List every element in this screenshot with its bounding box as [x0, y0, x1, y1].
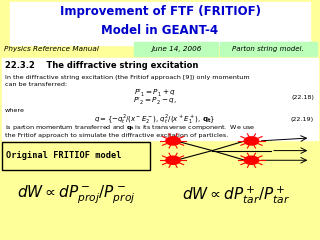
Circle shape: [166, 137, 180, 145]
Text: $P'_2 = P_2 - q,$: $P'_2 = P_2 - q,$: [133, 96, 177, 107]
Text: $dW \propto dP^+_{tar}/P^+_{tar}$: $dW \propto dP^+_{tar}/P^+_{tar}$: [182, 184, 290, 206]
Text: where: where: [5, 108, 25, 113]
Text: $P'_1 = P_1 + q$: $P'_1 = P_1 + q$: [134, 87, 176, 99]
Text: the Fritiof approach to simulate the diffractive excitation of particles.: the Fritiof approach to simulate the dif…: [5, 132, 228, 138]
Text: can be transferred:: can be transferred:: [5, 83, 67, 88]
Text: In the diffractive string excitation (the Fritiof approach [9]) only momentum: In the diffractive string excitation (th…: [5, 74, 250, 79]
Text: 22.3.2    The diffractive string excitation: 22.3.2 The diffractive string excitation: [5, 60, 198, 70]
Text: Improvement of FTF (FRITIOF): Improvement of FTF (FRITIOF): [60, 6, 260, 18]
Circle shape: [244, 137, 259, 145]
Bar: [10, 2, 310, 45]
Text: is parton momentum transferred and $\mathbf{q_t}$ is its transverse component.  : is parton momentum transferred and $\mat…: [5, 122, 255, 132]
Text: Original FRITIOF model: Original FRITIOF model: [6, 151, 122, 161]
Bar: [2, 58, 318, 140]
Text: Model in GEANT-4: Model in GEANT-4: [101, 24, 219, 36]
Bar: [220, 42, 317, 56]
Text: June 14, 2006: June 14, 2006: [151, 46, 201, 52]
Text: Parton string model.: Parton string model.: [232, 46, 304, 52]
Bar: [134, 42, 218, 56]
Text: (22.19): (22.19): [291, 116, 314, 121]
Circle shape: [166, 156, 180, 164]
Text: Physics Reference Manual: Physics Reference Manual: [4, 46, 99, 52]
Text: $q = \{-q^2_t/(x^- E^-_2),\, q^2_t/(x^+ E^+_1),\, \mathbf{q_t}\}$: $q = \{-q^2_t/(x^- E^-_2),\, q^2_t/(x^+ …: [94, 112, 216, 126]
Text: $dW \propto dP^-_{proj}/P^-_{proj}$: $dW \propto dP^-_{proj}/P^-_{proj}$: [17, 184, 135, 206]
Bar: [2, 142, 150, 170]
Text: (22.18): (22.18): [291, 95, 314, 100]
Circle shape: [244, 156, 259, 164]
